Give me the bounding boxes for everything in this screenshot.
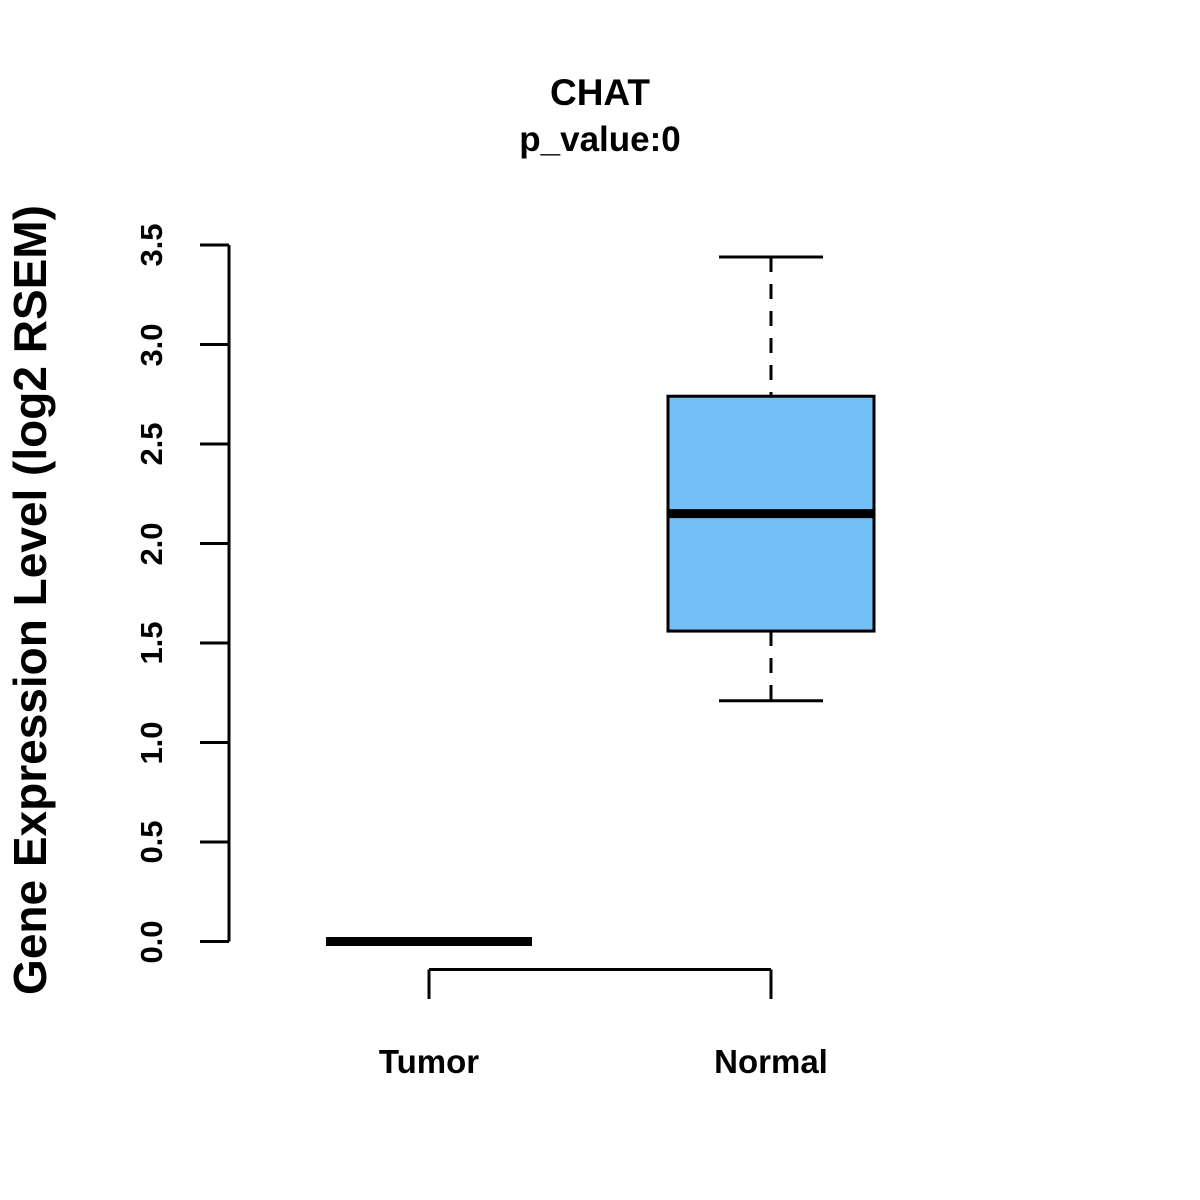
y-tick-label: 0.5 <box>134 820 169 864</box>
y-tick-label: 3.5 <box>134 223 169 267</box>
chart-subtitle: p_value:0 <box>519 120 681 159</box>
y-tick-label: 3.0 <box>134 322 169 367</box>
chart-title: CHAT <box>549 72 650 113</box>
x-category-label-normal: Normal <box>714 1043 828 1080</box>
y-tick-label: 2.5 <box>134 422 169 466</box>
y-tick-label: 1.0 <box>134 720 169 765</box>
x-category-label-tumor: Tumor <box>378 1043 480 1080</box>
y-tick-label: 1.5 <box>134 621 169 665</box>
y-tick-label: 2.0 <box>134 521 169 566</box>
y-tick-label: 0.0 <box>134 919 169 964</box>
